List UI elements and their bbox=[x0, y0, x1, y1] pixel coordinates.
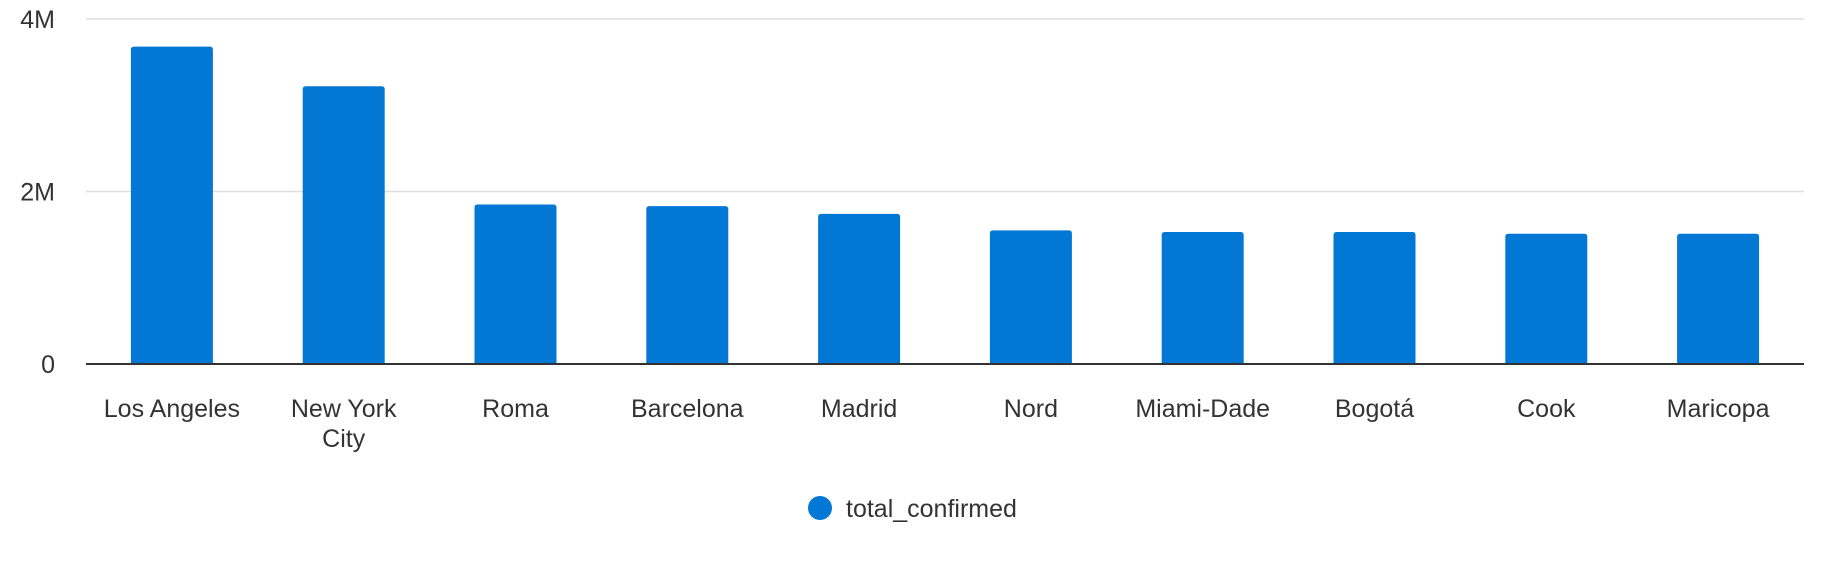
x-tick-label-line: Bogotá bbox=[1335, 395, 1414, 423]
x-tick-label: Roma bbox=[482, 395, 549, 423]
bar-miami-dade[interactable] bbox=[1161, 232, 1244, 364]
x-tick-label: Los Angeles bbox=[104, 395, 240, 423]
y-tick-label: 2M bbox=[20, 179, 55, 207]
y-tick-label: 4M bbox=[20, 6, 55, 34]
x-tick-label-line: Roma bbox=[482, 395, 549, 423]
x-tick-label: Cook bbox=[1517, 395, 1576, 423]
x-tick-label-line: Nord bbox=[1004, 395, 1058, 423]
bar-nord[interactable] bbox=[989, 230, 1072, 364]
bar-bogot-[interactable] bbox=[1333, 232, 1416, 364]
bar-roma[interactable] bbox=[474, 204, 557, 364]
x-tick-label: Barcelona bbox=[631, 395, 744, 423]
x-tick-label-line: City bbox=[322, 425, 366, 453]
bar-los-angeles[interactable] bbox=[130, 46, 213, 364]
x-tick-label-line: Madrid bbox=[821, 395, 897, 423]
x-tick-label-line: Maricopa bbox=[1667, 395, 1770, 423]
x-tick-label-line: Miami-Dade bbox=[1135, 395, 1270, 423]
x-tick-label-line: Barcelona bbox=[631, 395, 744, 423]
bar-madrid[interactable] bbox=[818, 213, 901, 364]
y-tick-label: 0 bbox=[41, 351, 55, 379]
bar-barcelona[interactable] bbox=[646, 206, 729, 364]
legend-marker[interactable] bbox=[808, 496, 832, 520]
legend-label[interactable]: total_confirmed bbox=[846, 495, 1017, 523]
bar-new-york-city[interactable] bbox=[302, 86, 385, 365]
x-tick-label: Bogotá bbox=[1335, 395, 1414, 423]
x-tick-label-line: Los Angeles bbox=[104, 395, 240, 423]
x-tick-label: Madrid bbox=[821, 395, 897, 423]
x-tick-label-line: Cook bbox=[1517, 395, 1576, 423]
x-tick-label: Miami-Dade bbox=[1135, 395, 1270, 423]
x-tick-label: Nord bbox=[1004, 395, 1058, 423]
bar-maricopa[interactable] bbox=[1677, 233, 1760, 364]
bar-cook[interactable] bbox=[1505, 233, 1588, 364]
x-tick-label-line: New York bbox=[291, 395, 397, 423]
x-tick-label: Maricopa bbox=[1667, 395, 1770, 423]
x-tick-label: New York City bbox=[291, 395, 397, 453]
